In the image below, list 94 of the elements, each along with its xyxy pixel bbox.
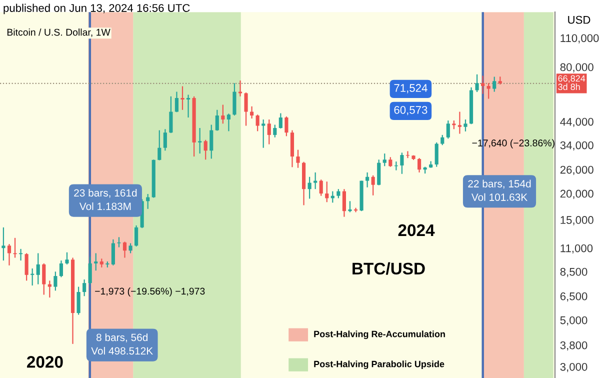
candlestick: [446, 120, 450, 140]
y-axis-title: USD: [568, 16, 590, 24]
y-tick-label: 26,000: [560, 166, 594, 176]
candlestick: [256, 114, 260, 132]
y-tick-label: 11,000: [560, 244, 593, 254]
candlestick: [284, 116, 288, 137]
candlestick: [65, 252, 69, 265]
candlestick: [319, 179, 323, 196]
y-tick-label: 3,000: [560, 362, 588, 372]
candlestick: [475, 74, 479, 93]
candlestick: [158, 130, 162, 161]
candlestick: [238, 80, 242, 97]
candlestick: [290, 130, 294, 168]
ref-line-label: 66,824 3d 8h: [558, 75, 586, 90]
annotation: −1,973 (−19.56%) −1,973: [95, 287, 205, 297]
candlestick: [186, 94, 190, 118]
candlestick: [128, 242, 132, 254]
candlestick: [400, 152, 404, 174]
candlestick: [76, 286, 80, 316]
annotation: 2024: [398, 224, 435, 236]
annotation: 71,524: [394, 84, 428, 94]
candlestick: [198, 127, 202, 154]
y-tick-label: 34,000: [560, 141, 594, 151]
candlestick: [232, 82, 236, 116]
candlestick: [296, 149, 300, 168]
candlestick: [221, 104, 225, 124]
candlestick: [19, 248, 23, 262]
candlestick: [2, 226, 6, 262]
y-tick-label: 80,000: [560, 63, 594, 72]
candlestick: [163, 128, 167, 152]
candlestick: [458, 111, 462, 134]
candlestick: [377, 159, 381, 186]
candlestick: [36, 252, 40, 285]
candlestick: [250, 106, 254, 120]
candlestick: [215, 109, 219, 132]
annotation: 23 bars, 161d Vol 1.183M: [74, 188, 137, 210]
y-tick-label: 44,000: [560, 118, 594, 128]
annotation: 8 bars, 56d Vol 498.512K: [91, 333, 153, 355]
candlestick: [94, 252, 98, 272]
candlestick: [88, 256, 92, 285]
candlestick: [244, 92, 248, 126]
y-tick-label: 15,000: [560, 216, 594, 226]
annotation: 2020: [26, 356, 63, 368]
candlestick: [314, 172, 318, 190]
candlestick: [226, 113, 230, 132]
candlestick: [134, 224, 138, 248]
y-tick-label: 6,500: [560, 292, 588, 302]
candlestick: [278, 112, 282, 130]
candlestick: [59, 260, 64, 278]
chart-subtitle: published on Jun 13, 2024 16:56 UTC: [4, 4, 190, 14]
y-tick-label: 5,000: [560, 316, 588, 326]
candlestick: [440, 134, 444, 146]
candlestick: [204, 139, 208, 160]
candlestick: [262, 118, 266, 148]
candlestick: [417, 158, 422, 173]
candlestick: [481, 75, 485, 94]
candlestick: [388, 156, 392, 168]
candlestick: [267, 118, 271, 145]
candlestick: [210, 124, 214, 160]
candlestick: [180, 86, 184, 110]
candlestick: [174, 91, 179, 113]
candlestick: [492, 76, 496, 92]
annotation: BTC/USD: [352, 262, 425, 275]
annotation: Post-Halving Re-Accumulation: [314, 330, 445, 340]
candlestick: [342, 188, 346, 218]
candlestick: [348, 200, 352, 213]
candlestick: [366, 172, 370, 188]
annotation: 22 bars, 154d Vol 101.63K: [468, 180, 531, 201]
text: Bitcoin / U.S. Dollar, 1W: [7, 28, 110, 37]
y-tick-label: 8,500: [560, 268, 588, 278]
candlestick: [42, 262, 46, 296]
candlestick: [325, 181, 329, 203]
candlestick: [13, 237, 17, 258]
y-tick-label: 20,000: [560, 190, 594, 199]
candlestick: [111, 238, 115, 266]
candlestick: [7, 243, 12, 266]
candlestick: [48, 280, 52, 298]
candlestick: [464, 118, 468, 132]
candlestick: [308, 176, 312, 200]
y-tick-label: 3,800: [560, 341, 588, 351]
candlestick: [273, 124, 277, 138]
candlestick: [336, 188, 340, 199]
candlestick: [486, 82, 490, 100]
candlestick: [371, 174, 375, 196]
candlestick: [82, 278, 86, 297]
candlestick: [169, 96, 173, 134]
candlestick: [54, 271, 58, 292]
candlestick: [434, 142, 438, 168]
candlestick: [24, 252, 28, 282]
annotation: 60,573: [394, 106, 428, 116]
candlestick: [122, 241, 127, 258]
annotation: Post-Halving Parabolic Upside: [314, 360, 444, 370]
y-tick-label: 110,000: [560, 34, 599, 44]
candlestick: [382, 152, 386, 167]
